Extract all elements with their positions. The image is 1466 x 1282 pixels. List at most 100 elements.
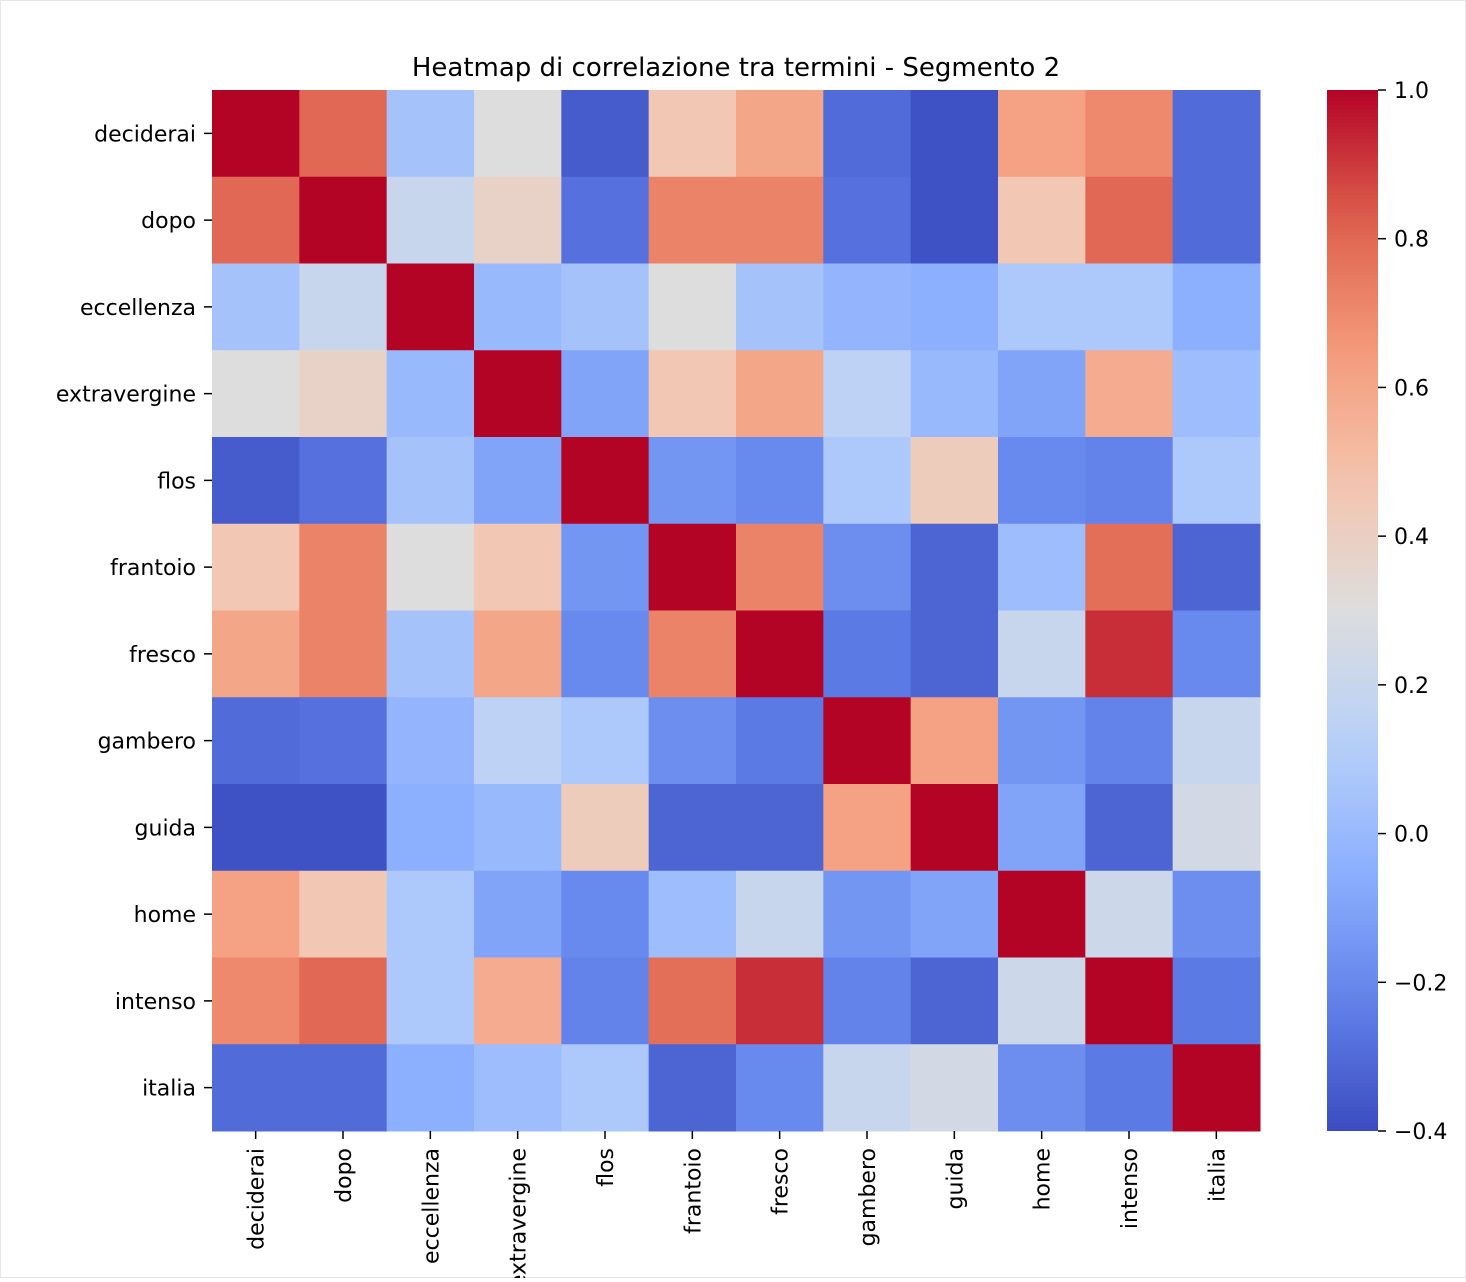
y-tick-label: home xyxy=(134,903,196,928)
heatmap-cell xyxy=(474,870,562,958)
x-tick-label: flos xyxy=(594,1148,619,1187)
x-tick-label: intenso xyxy=(1118,1148,1143,1229)
heatmap-cell xyxy=(386,784,475,872)
heatmap-cell xyxy=(910,437,999,525)
y-tick-label: extravergine xyxy=(56,383,196,408)
heatmap-cell xyxy=(736,1044,824,1132)
heatmap-cell xyxy=(823,1044,912,1132)
heatmap-cell xyxy=(561,437,650,525)
heatmap-cell xyxy=(648,870,737,958)
x-tick-label: italia xyxy=(1205,1148,1230,1202)
heatmap-cell xyxy=(1172,957,1261,1045)
heatmap-cell xyxy=(1172,610,1261,698)
heatmap-cell xyxy=(910,523,999,611)
heatmap-cell xyxy=(386,90,475,178)
x-tick-label: guida xyxy=(943,1148,968,1209)
heatmap-cell xyxy=(299,784,388,872)
heatmap-cell xyxy=(998,784,1086,872)
heatmap-cell xyxy=(1172,697,1261,785)
heatmap-cell xyxy=(1172,263,1261,351)
heatmap-cell xyxy=(386,1044,475,1132)
heatmap-cell xyxy=(823,437,912,525)
colorbar-tick-label: −0.4 xyxy=(1394,1120,1447,1145)
heatmap-cell xyxy=(736,437,824,525)
heatmap-cell xyxy=(910,1044,999,1132)
heatmap-cell xyxy=(561,90,650,178)
heatmap-cell xyxy=(736,610,824,698)
heatmap-cell xyxy=(474,263,562,351)
heatmap-cell xyxy=(212,176,300,264)
heatmap-cell xyxy=(474,1044,562,1132)
heatmap-cell xyxy=(823,784,912,872)
heatmap-cell xyxy=(474,697,562,785)
heatmap-cell xyxy=(299,437,388,525)
chart-title: Heatmap di correlazione tra termini - Se… xyxy=(412,53,1060,83)
heatmap-cell xyxy=(1085,523,1174,611)
heatmap-cell xyxy=(561,870,650,958)
heatmap-cell xyxy=(910,870,999,958)
heatmap-cell xyxy=(910,697,999,785)
colorbar-tick-label: 1.0 xyxy=(1394,79,1429,104)
heatmap-cell xyxy=(1172,437,1261,525)
heatmap-cell xyxy=(1172,870,1261,958)
heatmap-cell xyxy=(998,957,1086,1045)
y-tick-label: eccellenza xyxy=(80,296,196,321)
heatmap-cell xyxy=(823,176,912,264)
heatmap-cell xyxy=(299,90,388,178)
heatmap-cell xyxy=(1085,1044,1174,1132)
heatmap-cell xyxy=(1172,90,1261,178)
heatmap-cell xyxy=(736,263,824,351)
heatmap-cells xyxy=(212,90,1261,1132)
heatmap-cell xyxy=(1172,350,1261,438)
heatmap-cell xyxy=(299,350,388,438)
heatmap-cell xyxy=(998,870,1086,958)
heatmap-cell xyxy=(910,957,999,1045)
heatmap-cell xyxy=(299,610,388,698)
x-tick-label: frantoio xyxy=(681,1148,706,1234)
heatmap-cell xyxy=(648,697,737,785)
heatmap-cell xyxy=(1172,176,1261,264)
heatmap-cell xyxy=(1085,90,1174,178)
heatmap-cell xyxy=(561,350,650,438)
heatmap-cell xyxy=(561,176,650,264)
heatmap-cell xyxy=(648,784,737,872)
heatmap-cell xyxy=(998,176,1086,264)
heatmap-cell xyxy=(561,263,650,351)
heatmap-cell xyxy=(736,90,824,178)
heatmap-cell xyxy=(386,610,475,698)
heatmap-cell xyxy=(736,350,824,438)
heatmap-cell xyxy=(910,610,999,698)
heatmap-cell xyxy=(1172,1044,1261,1132)
x-tick-label: dopo xyxy=(332,1148,357,1203)
heatmap-cell xyxy=(474,784,562,872)
colorbar-tick-label: 0.4 xyxy=(1394,525,1429,550)
heatmap-cell xyxy=(910,90,999,178)
heatmap-cell xyxy=(561,957,650,1045)
y-tick-label: guida xyxy=(135,816,196,841)
x-tick-label: deciderai xyxy=(245,1148,270,1250)
heatmap-cell xyxy=(823,610,912,698)
heatmap-cell xyxy=(736,870,824,958)
heatmap-cell xyxy=(1085,610,1174,698)
heatmap-cell xyxy=(386,870,475,958)
heatmap-cell xyxy=(1085,957,1174,1045)
x-tick-label: home xyxy=(1031,1148,1056,1210)
heatmap-cell xyxy=(212,523,300,611)
heatmap-cell xyxy=(736,176,824,264)
y-tick-label: intenso xyxy=(115,990,196,1015)
y-tick-label: italia xyxy=(142,1077,196,1102)
heatmap-cell xyxy=(736,697,824,785)
heatmap-cell xyxy=(474,176,562,264)
heatmap-cell xyxy=(823,957,912,1045)
heatmap-cell xyxy=(736,957,824,1045)
heatmap-cell xyxy=(823,90,912,178)
heatmap-cell xyxy=(1172,523,1261,611)
heatmap-cell xyxy=(299,176,388,264)
heatmap-cell xyxy=(212,784,300,872)
heatmap-cell xyxy=(1085,697,1174,785)
heatmap-cell xyxy=(910,263,999,351)
heatmap-cell xyxy=(474,523,562,611)
y-tick-label: gambero xyxy=(98,730,196,755)
heatmap-cell xyxy=(212,697,300,785)
